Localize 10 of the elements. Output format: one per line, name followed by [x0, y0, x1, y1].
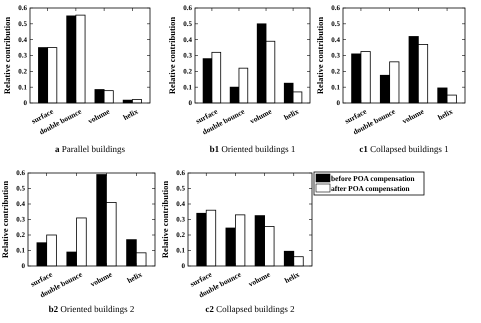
text: b2 Oriented buildings 2 — [48, 304, 134, 314]
text: c1 Collapsed buildings 1 — [359, 144, 449, 154]
y-axis-title: Relative contribution — [0, 180, 10, 258]
y-axis-title: Relative contribution — [167, 16, 177, 94]
text: b1 Oriented buildings 1 — [210, 144, 296, 154]
text: a Parallel buildings — [55, 144, 126, 154]
y-axis-title: Relative contribution — [315, 16, 325, 94]
text: c2 Collapsed buildings 2 — [205, 304, 295, 314]
y-axis-title: Relative contribution — [160, 180, 170, 258]
y-axis-title: Relative contribution — [2, 16, 12, 94]
